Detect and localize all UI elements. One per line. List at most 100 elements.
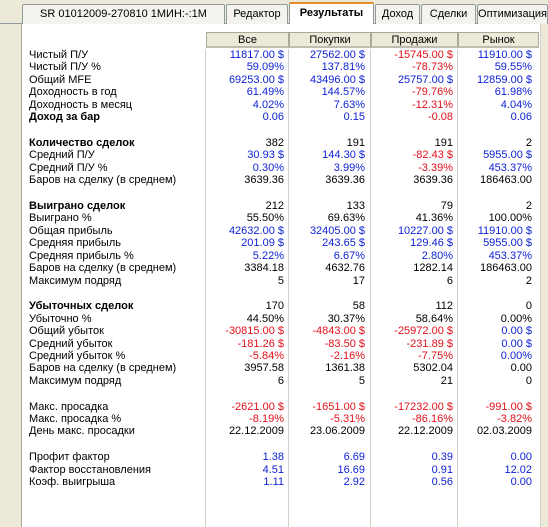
tab-chart-sr[interactable]: SR 01012009-270810 1МИН:-:1M (22, 4, 225, 24)
table-row[interactable]: Баров на сделку (в среднем) 3957.58 1361.3… (0, 362, 548, 375)
row-label: Средний П/У (29, 149, 95, 161)
row-value-all: 3957.58 (244, 362, 284, 374)
row-value-all: 3384.18 (244, 262, 284, 274)
table-row[interactable]: Количество сделок 382 191 191 2 (0, 137, 548, 150)
row-value-all: 1.38 (262, 451, 284, 463)
row-value-buys: 1361.38 (325, 362, 365, 374)
table-row[interactable]: Максимум подряд 6 5 21 0 (0, 375, 548, 388)
row-label: Средний убыток (29, 338, 113, 350)
table-row[interactable]: Чистый П/У 11817.00 $ 27562.00 $ -15745.00 … (0, 49, 548, 62)
row-value-all: 0.06 (262, 111, 284, 123)
table-row[interactable]: Максимум подряд 5 17 6 2 (0, 275, 548, 288)
row-value-buys: 5 (358, 375, 365, 387)
table-row[interactable]: Общий убыток -30815.00 $ -4843.00 $ -25972.… (0, 325, 548, 338)
table-row[interactable]: Средний убыток % -5.84% -2.16% -7.75% 0.00% (0, 350, 548, 363)
grid-divider (457, 49, 458, 527)
column-header-sells[interactable]: Продажи (371, 32, 458, 48)
row-value-market: 2 (525, 200, 532, 212)
table-row[interactable]: Средняя прибыль 201.09 $ 243.65 $ 129.46 $ 5… (0, 237, 548, 250)
column-header-buys[interactable]: Покупки (289, 32, 371, 48)
table-row[interactable]: Средний П/У 30.93 $ 144.30 $ -82.43 $ 5955.0… (0, 149, 548, 162)
vertical-scrollbar[interactable] (540, 24, 548, 527)
row-value-sells: 21 (440, 375, 453, 387)
row-value-all: 11817.00 $ (229, 49, 284, 61)
row-value-market: 02.03.2009 (476, 425, 532, 437)
table-row[interactable]: Чистый П/У % 59.09% 137.81% -78.73% 59.55% (0, 61, 548, 74)
row-value-market: 12859.00 $ (476, 74, 532, 86)
row-value-all: -30815.00 $ (225, 325, 284, 337)
row-value-all: 382 (265, 137, 284, 149)
row-value-buys: 7.63% (333, 99, 365, 111)
row-value-sells: 6 (446, 275, 453, 287)
row-value-sells: -15745.00 $ (394, 49, 453, 61)
table-row[interactable]: Выиграно сделок 212 133 79 2 (0, 200, 548, 213)
row-label: День макс. просадки (29, 425, 135, 437)
row-value-buys: 16.69 (337, 464, 365, 476)
row-value-sells: -0.08 (427, 111, 453, 123)
row-value-all: 44.50% (246, 313, 284, 325)
table-row[interactable]: Коэф. выигрыша 1.11 2.92 0.56 0.00 (0, 476, 548, 489)
row-value-buys: -2.16% (330, 350, 365, 362)
row-value-market: 0 (525, 375, 532, 387)
row-value-sells: -78.73% (412, 61, 453, 73)
row-value-all: 201.09 $ (241, 237, 284, 249)
row-value-all: -2621.00 $ (231, 401, 284, 413)
tab-optimization[interactable]: Оптимизация (477, 4, 548, 24)
row-value-buys: 144.30 $ (322, 149, 365, 161)
table-row[interactable]: Средний П/У % 0.30% 3.99% -3.39% 453.37% (0, 162, 548, 175)
table-row[interactable]: Фактор восстановления 4.51 16.69 0.91 12.02 (0, 464, 548, 477)
row-value-market: 2 (525, 275, 532, 287)
table-row[interactable]: Макс. просадка % -8.19% -5.31% -86.16% -3.82… (0, 413, 548, 426)
row-value-all: -8.19% (249, 413, 284, 425)
row-value-buys: -1651.00 $ (312, 401, 365, 413)
table-row[interactable]: Профит фактор 1.38 6.69 0.39 0.00 (0, 451, 548, 464)
table-row[interactable]: Баров на сделку (в среднем) 3639.36 3639.3… (0, 174, 548, 187)
table-row[interactable]: Макс. просадка -2621.00 $ -1651.00 $ -17232… (0, 401, 548, 414)
row-value-buys: 23.06.2009 (309, 425, 365, 437)
tab-trades[interactable]: Сделки (421, 4, 476, 24)
row-value-all: 212 (265, 200, 284, 212)
row-value-market: 0 (525, 300, 532, 312)
row-label: Макс. просадка (29, 401, 109, 413)
row-value-market: 186463.00 (480, 262, 532, 274)
row-value-sells: 112 (435, 300, 453, 312)
row-value-market: -991.00 $ (485, 401, 532, 413)
row-value-buys: 3.99% (333, 162, 365, 174)
row-value-all: 30.93 $ (247, 149, 284, 161)
row-label: Баров на сделку (в среднем) (29, 262, 177, 274)
row-value-buys: 30.37% (327, 313, 365, 325)
table-row[interactable]: Средняя прибыль % 5.22% 6.67% 2.80% 453.37% (0, 250, 548, 263)
row-label: Профит фактор (29, 451, 110, 463)
row-label: Баров на сделку (в среднем) (29, 362, 177, 374)
row-value-all: 22.12.2009 (228, 425, 284, 437)
table-row[interactable]: День макс. просадки 22.12.2009 23.06.2009 2… (0, 425, 548, 438)
row-value-sells: 25757.00 $ (397, 74, 453, 86)
table-row[interactable]: Общий MFE 69253.00 $ 43496.00 $ 25757.00 $ 1… (0, 74, 548, 87)
results-panel (0, 24, 548, 527)
column-header-market[interactable]: Рынок (458, 32, 539, 48)
row-label: Средний П/У % (29, 162, 108, 174)
table-row[interactable]: Доходность в месяц 4.02% 7.63% -12.31% 4.04% (0, 99, 548, 112)
row-value-sells: -79.76% (412, 86, 453, 98)
table-row[interactable]: Средний убыток -181.26 $ -83.50 $ -231.89 $… (0, 338, 548, 351)
table-row[interactable]: Общая прибыль 42632.00 $ 32405.00 $ 10227.0… (0, 225, 548, 238)
row-value-buys: 3639.36 (325, 174, 365, 186)
row-value-sells: -86.16% (412, 413, 453, 425)
row-value-all: 3639.36 (244, 174, 284, 186)
table-row[interactable]: Убыточных сделок 170 58 112 0 (0, 300, 548, 313)
table-row[interactable]: Убыточно % 44.50% 30.37% 58.64% 0.00% (0, 313, 548, 326)
table-row[interactable]: Баров на сделку (в среднем) 3384.18 4632.7… (0, 262, 548, 275)
row-value-sells: 22.12.2009 (397, 425, 453, 437)
table-row[interactable]: Доходность в год 61.49% 144.57% -79.76% 61.9… (0, 86, 548, 99)
row-label: Средняя прибыль (29, 237, 121, 249)
tab-editor[interactable]: Редактор (226, 4, 288, 24)
row-label: Средняя прибыль % (29, 250, 134, 262)
table-row[interactable]: Доход за бар 0.06 0.15 -0.08 0.06 (0, 111, 548, 124)
table-row[interactable]: Выиграно % 55.50% 69.63% 41.36% 100.00% (0, 212, 548, 225)
column-header-all[interactable]: Все (206, 32, 289, 48)
tab-income[interactable]: Доход (375, 4, 420, 24)
tab-results[interactable]: Результаты (289, 2, 374, 25)
row-value-sells: -82.43 $ (412, 149, 453, 161)
left-strip (0, 24, 22, 527)
row-value-sells: -3.39% (418, 162, 453, 174)
